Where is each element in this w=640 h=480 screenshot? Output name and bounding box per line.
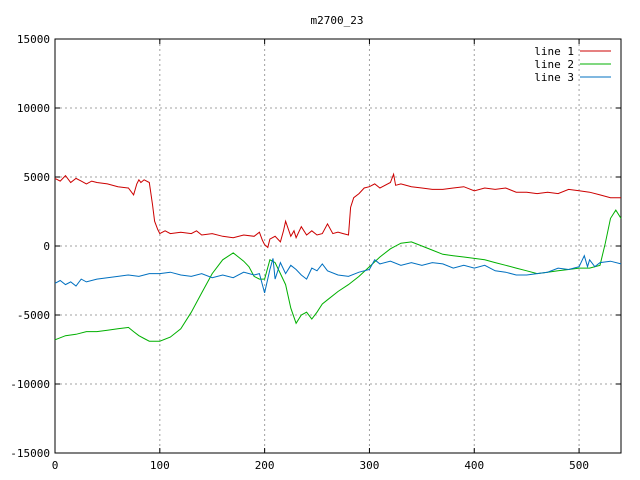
- axis-ticks: 0 100 200 300 400 500 -15000 -10000 -5000 0 5000 10…: [10, 33, 621, 472]
- series-lines: [54, 172, 622, 342]
- x-tick-label: 200: [255, 459, 275, 472]
- y-tick-label: 0: [43, 240, 50, 253]
- chart-title: m2700_23: [311, 14, 364, 27]
- legend-label-1: line 1: [534, 45, 574, 58]
- y-tick-label: -15000: [10, 447, 50, 460]
- y-tick-label: -10000: [10, 378, 50, 391]
- x-tick-label: 100: [150, 459, 170, 472]
- x-tick-label: 400: [464, 459, 484, 472]
- x-tick-label: 300: [360, 459, 380, 472]
- series-line-3: [54, 254, 622, 294]
- series-line-2: [54, 209, 622, 342]
- legend-label-2: line 2: [534, 58, 574, 71]
- grid-lines: [55, 39, 621, 453]
- y-tick-label: 5000: [24, 171, 51, 184]
- y-tick-label: 10000: [17, 102, 50, 115]
- legend-label-3: line 3: [534, 71, 574, 84]
- x-tick-label: 0: [52, 459, 59, 472]
- y-tick-label: -5000: [17, 309, 50, 322]
- x-tick-label: 500: [569, 459, 589, 472]
- series-line-1: [54, 172, 621, 249]
- y-tick-label: 15000: [17, 33, 50, 46]
